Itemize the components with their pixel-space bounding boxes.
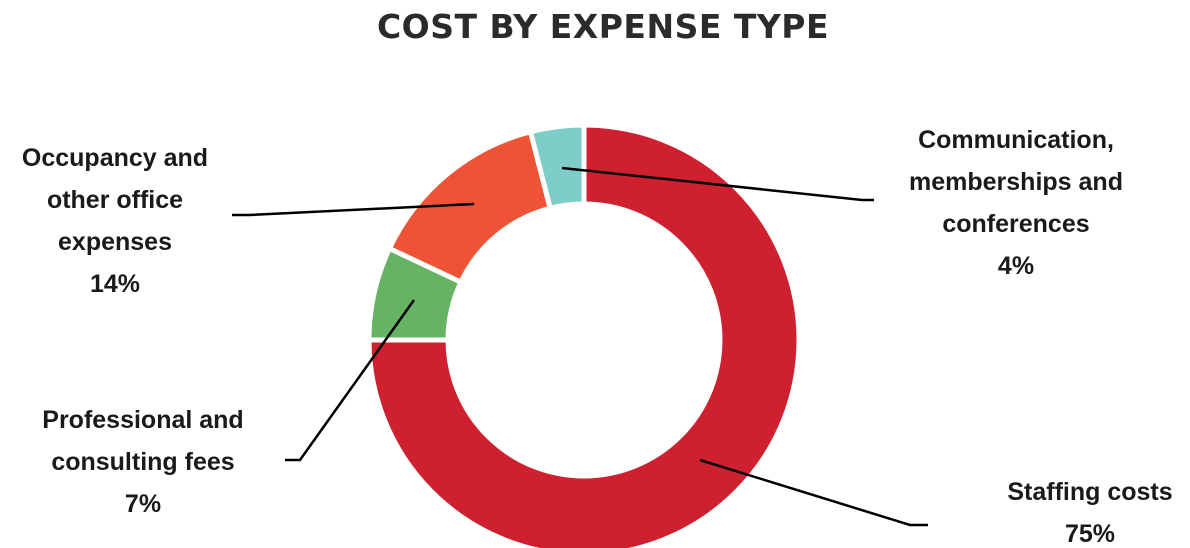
leader-line-occupancy-and-other-office-expenses bbox=[232, 202, 475, 217]
leader-line-staffing-costs bbox=[699, 458, 928, 527]
label-communication-memberships-and-conferences: Communication, memberships and conferences… bbox=[909, 126, 1123, 280]
slices bbox=[366, 122, 802, 548]
slice-labels: Staffing costs 75% Professional and consult… bbox=[22, 126, 1173, 548]
value-label: 7% bbox=[125, 490, 161, 518]
category-label-line: consulting fees bbox=[51, 448, 234, 476]
category-label-line: expenses bbox=[58, 228, 172, 256]
slice-communication-memberships-and-conferences bbox=[527, 122, 587, 212]
slice-staffing-costs bbox=[366, 122, 802, 548]
label-staffing-costs: Staffing costs 75% bbox=[1007, 478, 1172, 548]
category-label-line: Professional and bbox=[42, 406, 243, 434]
value-label: 4% bbox=[998, 252, 1034, 280]
leader-line-professional-and-consulting-fees bbox=[285, 299, 416, 462]
category-label-line: memberships and bbox=[909, 168, 1123, 196]
value-label: 14% bbox=[90, 270, 140, 298]
chart-title: COST BY EXPENSE TYPE bbox=[377, 7, 829, 46]
leader-line-communication-memberships-and-conferences bbox=[561, 166, 874, 202]
category-label-line: Communication, bbox=[918, 126, 1114, 154]
category-label-line: conferences bbox=[942, 210, 1089, 238]
category-label-line: other office bbox=[47, 186, 183, 214]
leader-lines bbox=[232, 166, 928, 527]
label-professional-and-consulting-fees: Professional and consulting fees 7% bbox=[42, 406, 243, 518]
category-label-line: Occupancy and bbox=[22, 144, 208, 172]
category-label-line: Staffing costs bbox=[1007, 478, 1172, 506]
value-label: 75% bbox=[1065, 520, 1115, 548]
label-occupancy-and-other-office-expenses: Occupancy and other office expenses 14% bbox=[22, 144, 208, 298]
